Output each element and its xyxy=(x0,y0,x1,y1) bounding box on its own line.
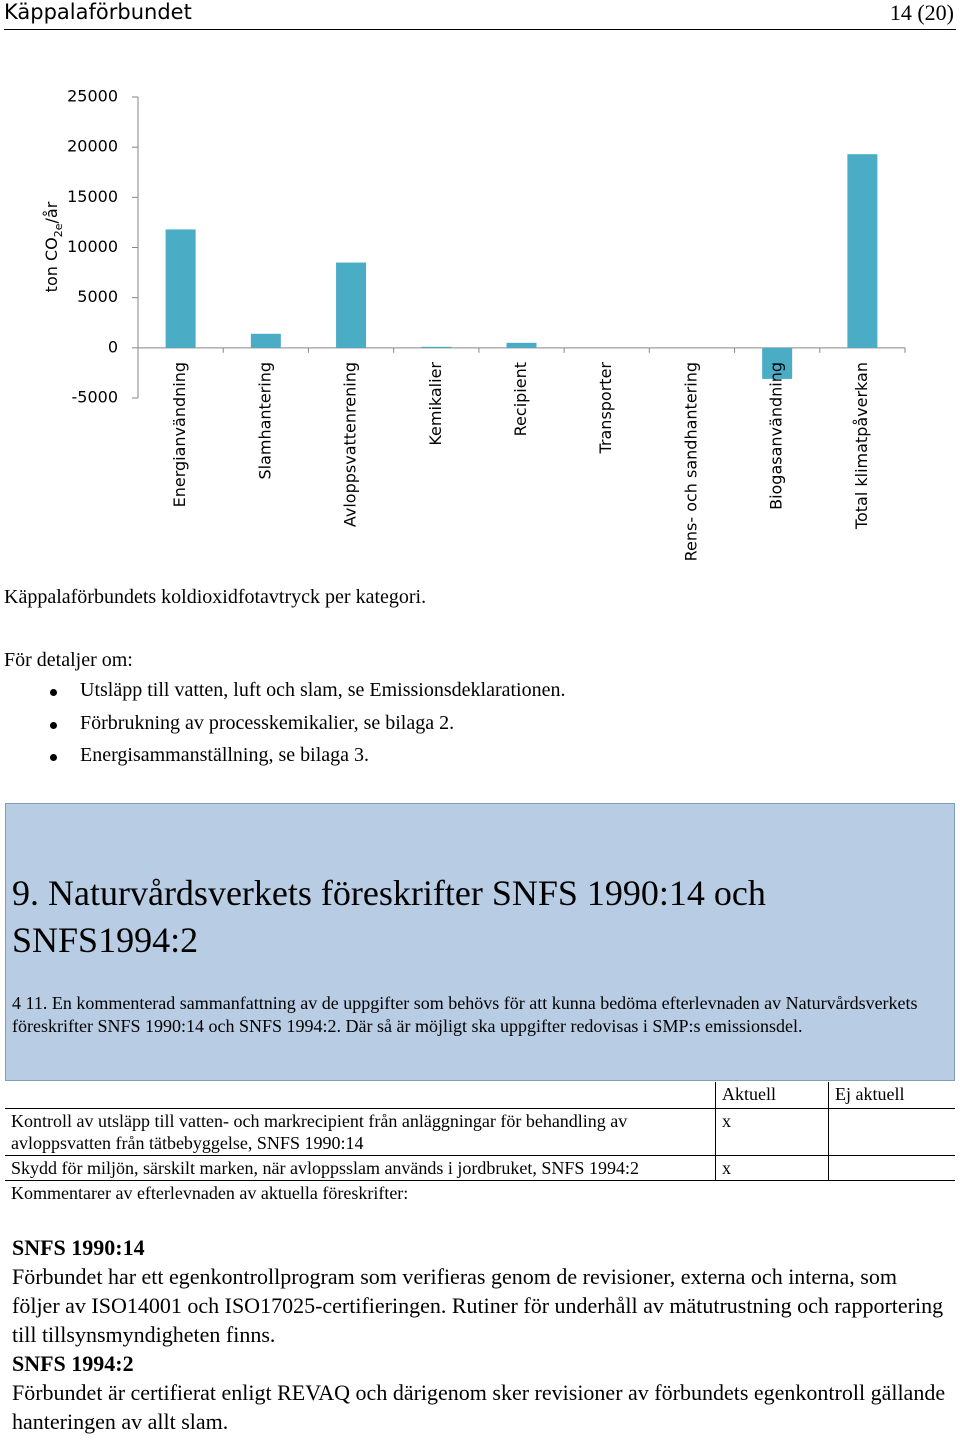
y-label-subscript: 2e xyxy=(52,223,65,237)
list-item: Utsläpp till vatten, luft och slam, se E… xyxy=(80,679,566,701)
comment-text: Förbundet har ett egenkontrollprogram so… xyxy=(12,1264,944,1347)
requirements-table: Aktuell Ej aktuell Kontroll av utsläpp t… xyxy=(5,1082,955,1205)
chart: ton CO2e/år -5000 0 5000 10000 15000 20000 250… xyxy=(42,87,906,561)
x-tick-label: Biogasanvändning xyxy=(767,362,786,510)
section-paragraph: 4 11. En kommenterad sammanfattning av d… xyxy=(12,993,918,1036)
section-box xyxy=(5,803,955,1081)
header-org: Käppalaförbundet xyxy=(4,0,192,24)
comment-text: Förbundet är certifierat enligt REVAQ oc… xyxy=(12,1380,946,1434)
bar xyxy=(762,347,793,379)
bar xyxy=(421,346,452,348)
x-tick-label: Total klimatpåverkan xyxy=(852,362,871,530)
x-tick-label: Rens- och sandhantering xyxy=(681,362,700,561)
list-item: Förbrukning av processkemikalier, se bil… xyxy=(80,711,455,734)
bullet xyxy=(50,689,57,696)
table-cell: x xyxy=(715,1155,829,1180)
table-cell: x xyxy=(715,1108,829,1155)
bar xyxy=(250,333,281,348)
table-cell xyxy=(829,1155,956,1180)
y-tick-label: 20000 xyxy=(67,137,118,156)
x-tick-label: Recipient xyxy=(511,362,530,436)
x-tick-label: Energianvändning xyxy=(170,362,189,507)
comments-intro: Kommentarer av efterlevnaden av aktuella… xyxy=(11,1182,409,1203)
header-page: 14 (20) xyxy=(889,0,954,25)
list-item: Energisammanställning, se bilaga 3. xyxy=(80,744,370,766)
y-tick-label: 10000 xyxy=(67,237,118,256)
section-title: 9. Naturvårdsverkets föreskrifter SNFS 1… xyxy=(12,870,766,964)
bullet xyxy=(50,754,57,761)
table-cell: Kontroll av utsläpp till vatten- och mar… xyxy=(11,1110,628,1153)
section-title-line: 9. Naturvårdsverkets föreskrifter SNFS 1… xyxy=(12,873,766,913)
table-header: Ej aktuell xyxy=(828,1082,955,1108)
x-tick-label: Slamhantering xyxy=(255,362,274,480)
x-tick-label: Kemikalier xyxy=(426,362,445,446)
y-tick-label: 25000 xyxy=(67,87,118,106)
table-header: Aktuell xyxy=(715,1082,829,1108)
table-cell xyxy=(5,1082,716,1108)
y-tick-label: 5000 xyxy=(77,287,118,306)
y-tick-label: 0 xyxy=(108,337,118,356)
table-cell xyxy=(829,1108,956,1155)
bullet xyxy=(50,721,57,729)
bar xyxy=(847,154,878,348)
bar xyxy=(336,262,367,348)
comments: SNFS 1990:14 Förbundet har ett egenkontr… xyxy=(12,1233,947,1436)
y-tick-label: 15000 xyxy=(67,187,118,206)
table-cell: Skydd för miljön, särskilt marken, när a… xyxy=(11,1157,639,1178)
x-tick-label: Avloppsvattenrening xyxy=(341,362,360,527)
y-axis-label: ton CO2e/år xyxy=(42,201,65,292)
header-rule xyxy=(4,29,956,30)
x-tick-label: Transporter xyxy=(596,362,615,455)
bar xyxy=(506,342,537,348)
comment-heading: SNFS 1990:14 xyxy=(12,1235,145,1260)
y-label-text: /år xyxy=(42,201,61,223)
section-title-line: SNFS1994:2 xyxy=(12,920,199,960)
details-intro: För detaljer om: xyxy=(4,649,133,671)
bar xyxy=(165,229,196,348)
y-tick-label: -5000 xyxy=(72,388,119,407)
y-label-text: ton CO xyxy=(42,237,61,292)
chart-caption: Käppalaförbundets koldioxidfotavtryck pe… xyxy=(4,586,427,608)
comment-heading: SNFS 1994:2 xyxy=(12,1351,134,1376)
